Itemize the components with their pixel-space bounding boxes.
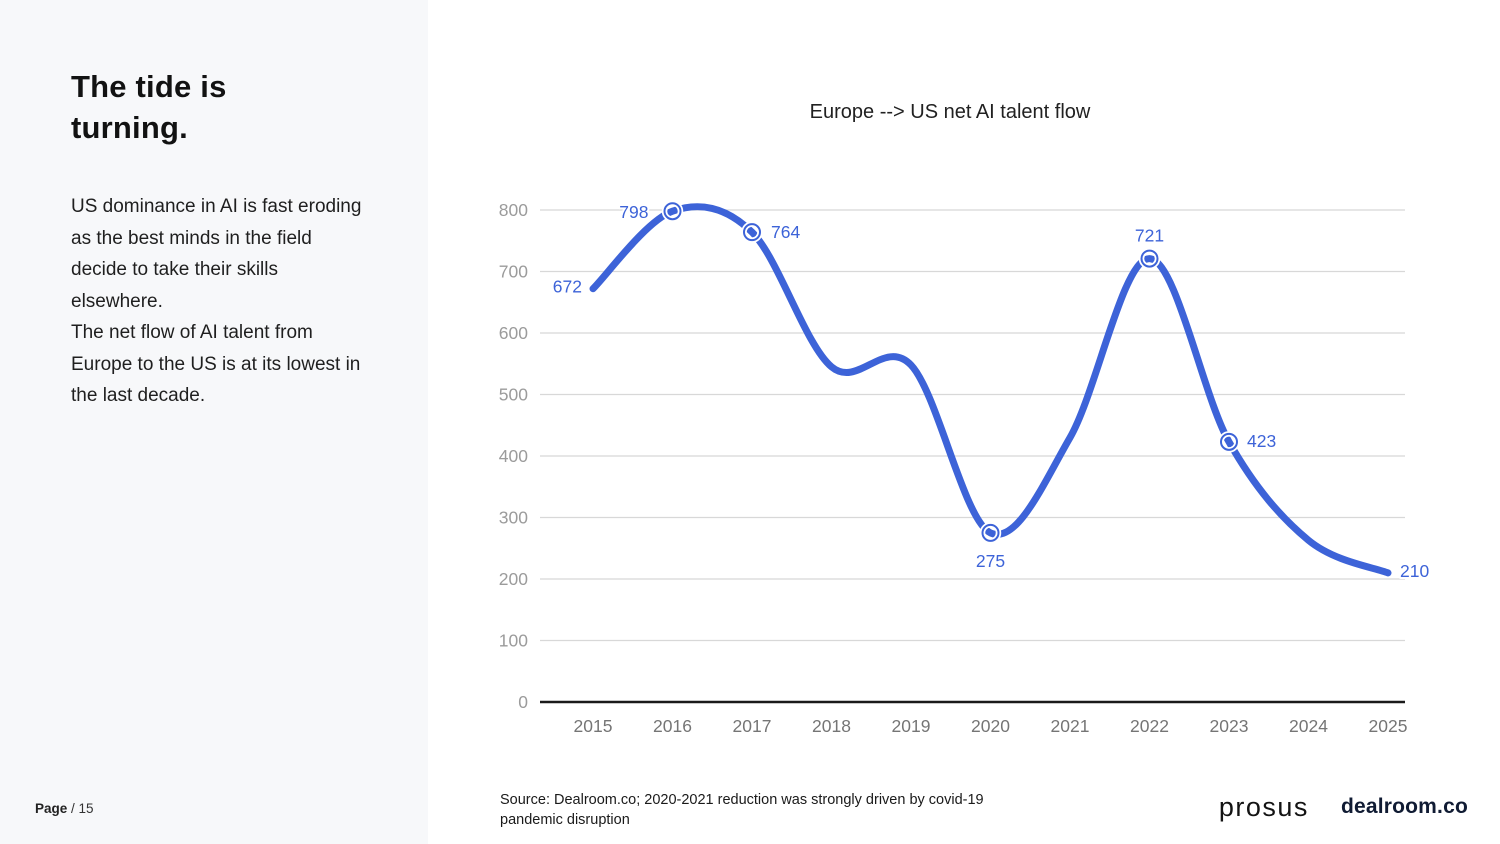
x-tick-label: 2022	[1130, 716, 1169, 736]
talent-flow-line-chart: 0 100 200 300 400 500 600 700 800 2015 2016 2017 201…	[499, 200, 1432, 736]
body-paragraph-2: The net flow of AI talent from Europe to…	[71, 322, 361, 406]
y-tick-label: 100	[499, 631, 528, 651]
data-point-marker	[743, 223, 761, 242]
x-tick-label: 2018	[812, 716, 851, 736]
chart-title: Europe --> US net AI talent flow	[809, 101, 1091, 123]
y-tick-label: 600	[499, 323, 528, 343]
y-tick-label: 500	[499, 385, 528, 405]
source-line-1: Source: Dealroom.co; 2020-2021 reduction…	[500, 792, 984, 808]
slide-body-text: US dominance in AI is fast eroding as th…	[71, 191, 363, 412]
x-tick-label: 2021	[1051, 716, 1090, 736]
data-point-marker	[1220, 432, 1238, 451]
source-line-2: pandemic disruption	[500, 812, 630, 828]
x-tick-label: 2019	[892, 716, 931, 736]
x-tick-label: 2016	[653, 716, 692, 736]
data-point-label: 210	[1400, 561, 1429, 581]
slide-title: The tide is turning.	[71, 69, 227, 145]
x-tick-label: 2020	[971, 716, 1010, 736]
footer-logos: prosus dealroom.co	[1219, 790, 1468, 824]
y-tick-label: 200	[499, 569, 528, 589]
data-point-label: 764	[771, 222, 800, 242]
y-tick-label: 400	[499, 446, 528, 466]
page-number: / 15	[71, 801, 94, 816]
left-sidebar: The tide is turning. US dominance in AI …	[0, 0, 428, 844]
data-point-label: 798	[619, 202, 648, 222]
page-indicator: Page / 15	[35, 801, 94, 816]
data-point-marker	[663, 202, 682, 221]
y-tick-label: 800	[499, 200, 528, 220]
x-tick-label: 2015	[574, 716, 613, 736]
dealroom-logo: dealroom.co	[1340, 795, 1468, 818]
data-point-label: 275	[976, 551, 1005, 571]
body-paragraph-1: US dominance in AI is fast eroding as th…	[71, 196, 362, 312]
data-point-marker	[1140, 249, 1159, 268]
x-tick-label: 2025	[1369, 716, 1408, 736]
data-point-label: 721	[1135, 226, 1164, 246]
page-label: Page	[35, 801, 68, 816]
y-tick-label: 300	[499, 508, 528, 528]
x-tick-label: 2017	[733, 716, 772, 736]
data-point-label: 423	[1247, 431, 1276, 451]
x-tick-label: 2024	[1289, 716, 1328, 736]
data-point-label: 672	[553, 277, 582, 297]
data-point-marker	[981, 523, 1000, 542]
prosus-logo: prosus	[1218, 791, 1309, 822]
y-tick-label: 700	[499, 262, 528, 282]
y-tick-label: 0	[518, 692, 528, 712]
x-tick-label: 2023	[1210, 716, 1249, 736]
source-note: Source: Dealroom.co; 2020-2021 reduction…	[500, 790, 984, 830]
